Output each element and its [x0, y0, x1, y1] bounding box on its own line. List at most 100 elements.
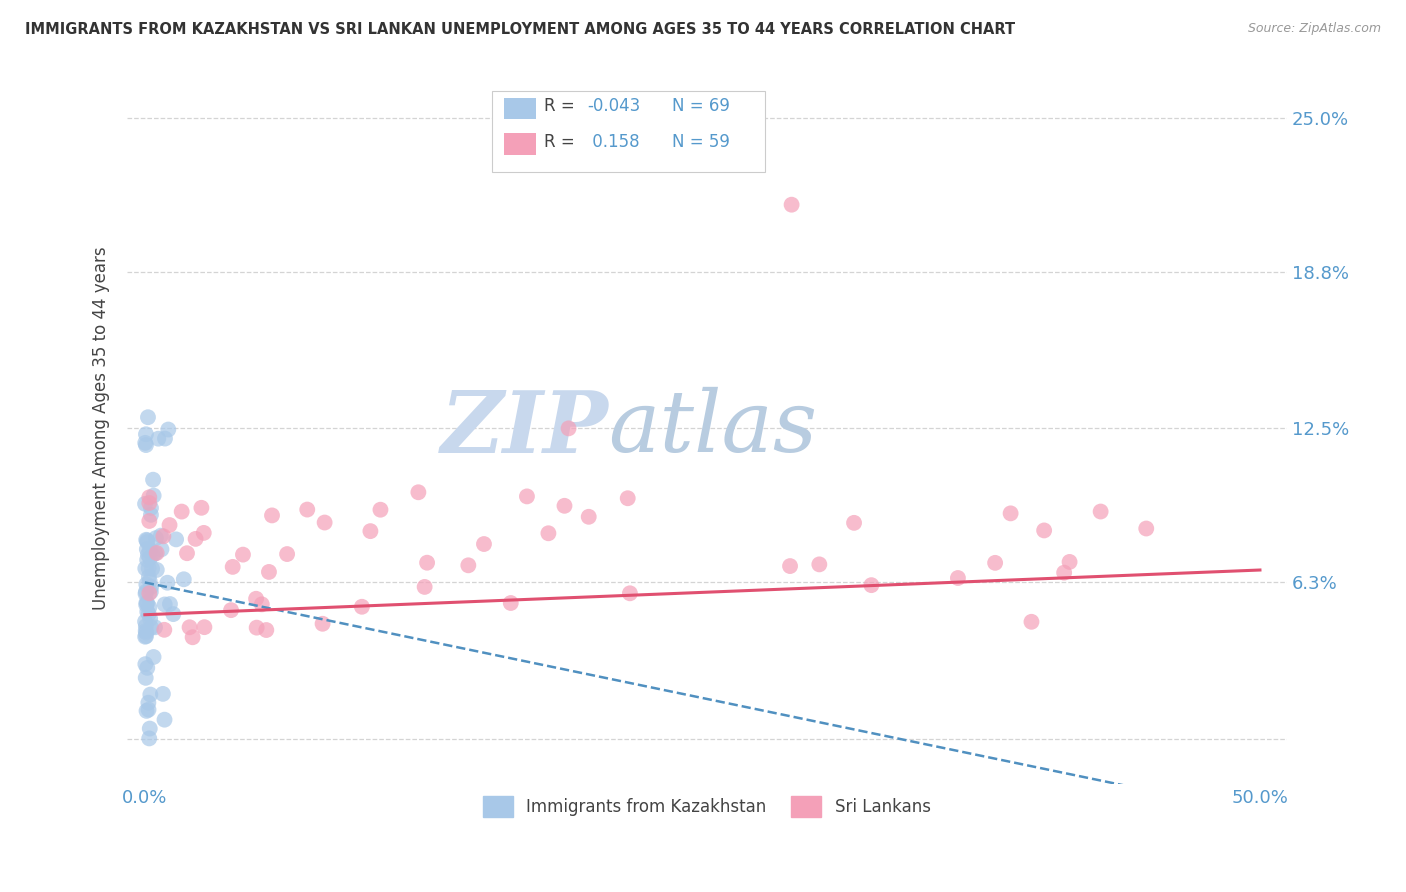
Point — [134, 561, 156, 575]
Text: N = 59: N = 59 — [672, 133, 730, 151]
Point — [143, 620, 166, 634]
Point — [136, 661, 159, 675]
Point — [134, 497, 156, 511]
Point — [350, 599, 373, 614]
Point — [153, 713, 176, 727]
Point — [179, 620, 201, 634]
Point — [578, 509, 600, 524]
Text: -0.043: -0.043 — [588, 97, 641, 115]
Point — [138, 561, 160, 575]
Point — [138, 586, 160, 600]
Point — [136, 410, 159, 425]
Point — [157, 423, 180, 437]
Point — [537, 526, 560, 541]
Point — [276, 547, 298, 561]
Point — [138, 600, 160, 615]
Point — [136, 535, 159, 549]
Point — [860, 578, 883, 592]
Point — [245, 591, 267, 606]
Point — [138, 491, 160, 505]
Point — [139, 500, 162, 515]
Point — [135, 624, 157, 638]
Point — [314, 516, 336, 530]
Text: atlas: atlas — [609, 387, 817, 470]
Point — [156, 575, 179, 590]
Point — [136, 533, 159, 548]
Point — [780, 197, 803, 211]
Point — [139, 621, 162, 635]
Point — [142, 548, 165, 562]
Point — [413, 580, 436, 594]
Point — [146, 563, 169, 577]
Point — [499, 596, 522, 610]
Point — [135, 427, 157, 442]
Point — [165, 533, 187, 547]
Point — [370, 502, 392, 516]
Point — [135, 584, 157, 599]
Point — [138, 703, 160, 717]
Point — [135, 629, 157, 643]
Point — [134, 630, 156, 644]
Point — [134, 657, 156, 672]
Point — [136, 548, 159, 562]
Point — [138, 696, 160, 710]
Text: N = 69: N = 69 — [672, 97, 730, 115]
Point — [135, 619, 157, 633]
Point — [457, 558, 479, 573]
Point — [472, 537, 495, 551]
Point — [142, 489, 165, 503]
Point — [616, 491, 638, 506]
Point — [139, 584, 162, 599]
Point — [297, 502, 319, 516]
Point — [139, 688, 162, 702]
Point — [516, 490, 538, 504]
Point — [139, 508, 162, 522]
Point — [150, 542, 173, 557]
Point — [138, 514, 160, 528]
Point — [139, 612, 162, 626]
Point — [984, 556, 1007, 570]
Point — [193, 525, 215, 540]
Point — [221, 560, 243, 574]
Point — [946, 571, 969, 585]
Point — [145, 546, 167, 560]
Point — [138, 574, 160, 588]
Text: R =: R = — [544, 97, 581, 115]
Point — [232, 548, 254, 562]
Point — [184, 532, 207, 546]
Point — [134, 615, 156, 629]
Point — [141, 580, 163, 594]
Point — [153, 598, 176, 612]
Point — [135, 598, 157, 612]
Legend: Immigrants from Kazakhstan, Sri Lankans: Immigrants from Kazakhstan, Sri Lankans — [475, 789, 939, 825]
Point — [311, 616, 333, 631]
Point — [553, 499, 575, 513]
Point — [153, 623, 176, 637]
Point — [138, 570, 160, 584]
Point — [1000, 507, 1022, 521]
Point — [557, 421, 579, 435]
Point — [135, 577, 157, 591]
Point — [141, 562, 163, 576]
Point — [136, 553, 159, 567]
Point — [779, 559, 801, 574]
Point — [135, 587, 157, 601]
Point — [152, 687, 174, 701]
Point — [135, 438, 157, 452]
Point — [416, 556, 439, 570]
Point — [142, 650, 165, 665]
Point — [619, 586, 641, 600]
Point — [193, 620, 215, 634]
Point — [408, 485, 430, 500]
Point — [138, 496, 160, 510]
Text: Source: ZipAtlas.com: Source: ZipAtlas.com — [1247, 22, 1381, 36]
Point — [257, 565, 280, 579]
Point — [170, 505, 193, 519]
Text: 0.158: 0.158 — [588, 133, 640, 151]
FancyBboxPatch shape — [503, 134, 536, 154]
Point — [135, 671, 157, 685]
Point — [136, 596, 159, 610]
Point — [1135, 522, 1157, 536]
Point — [1021, 615, 1043, 629]
Point — [359, 524, 381, 538]
